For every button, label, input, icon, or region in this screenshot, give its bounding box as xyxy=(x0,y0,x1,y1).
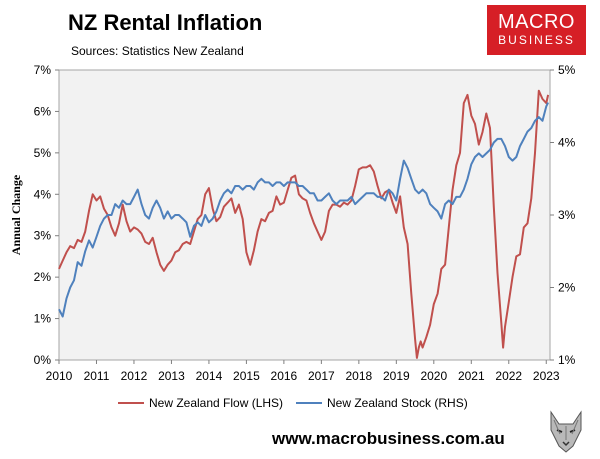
x-tick-label: 2022 xyxy=(495,369,522,383)
series-line-stock xyxy=(58,102,549,318)
y-left-tick-label: 3% xyxy=(34,229,52,243)
y-right-tick-label: 2% xyxy=(558,281,576,295)
y-left-tick-label: 2% xyxy=(34,270,52,284)
x-tick-label: 2011 xyxy=(84,369,110,383)
y-right-tick-label: 5% xyxy=(558,63,576,77)
y-right-tick-label: 3% xyxy=(558,208,576,222)
x-tick-label: 2013 xyxy=(158,369,185,383)
y-left-tick-label: 7% xyxy=(34,63,52,77)
x-tick-label: 2010 xyxy=(46,369,73,383)
x-tick-label: 2017 xyxy=(308,369,335,383)
legend-label: New Zealand Flow (LHS) xyxy=(149,396,283,410)
footer-url: www.macrobusiness.com.au xyxy=(272,429,505,448)
x-tick-label: 2012 xyxy=(121,369,148,383)
y-right-tick-label: 4% xyxy=(558,136,576,150)
x-tick-label: 2020 xyxy=(420,369,447,383)
series-line-flow xyxy=(58,89,550,359)
legend-label: New Zealand Stock (RHS) xyxy=(327,396,468,410)
x-tick-label: 2016 xyxy=(271,369,298,383)
y-left-tick-label: 5% xyxy=(34,146,52,160)
logo-line-business: BUSINESS xyxy=(498,33,575,47)
y-left-tick-label: 1% xyxy=(34,312,52,326)
logo-line-macro: MACRO xyxy=(498,11,575,33)
x-tick-label: 2023 xyxy=(533,369,560,383)
x-tick-label: 2018 xyxy=(345,369,372,383)
x-tick-label: 2014 xyxy=(196,369,223,383)
x-tick-label: 2021 xyxy=(458,369,485,383)
x-tick-label: 2019 xyxy=(383,369,410,383)
y-axis-title: Annual Change xyxy=(9,174,23,255)
y-left-tick-label: 6% xyxy=(34,104,52,118)
macrobusiness-logo: MACRO BUSINESS xyxy=(487,5,586,55)
chart-title: NZ Rental Inflation xyxy=(68,10,263,35)
x-tick-label: 2015 xyxy=(233,369,260,383)
y-left-tick-label: 4% xyxy=(34,187,52,201)
chart-source: Sources: Statistics New Zealand xyxy=(71,44,244,58)
wolf-logo-icon xyxy=(543,408,589,454)
y-left-tick-label: 0% xyxy=(34,353,52,367)
y-right-tick-label: 1% xyxy=(558,353,576,367)
plot-area xyxy=(58,69,551,361)
